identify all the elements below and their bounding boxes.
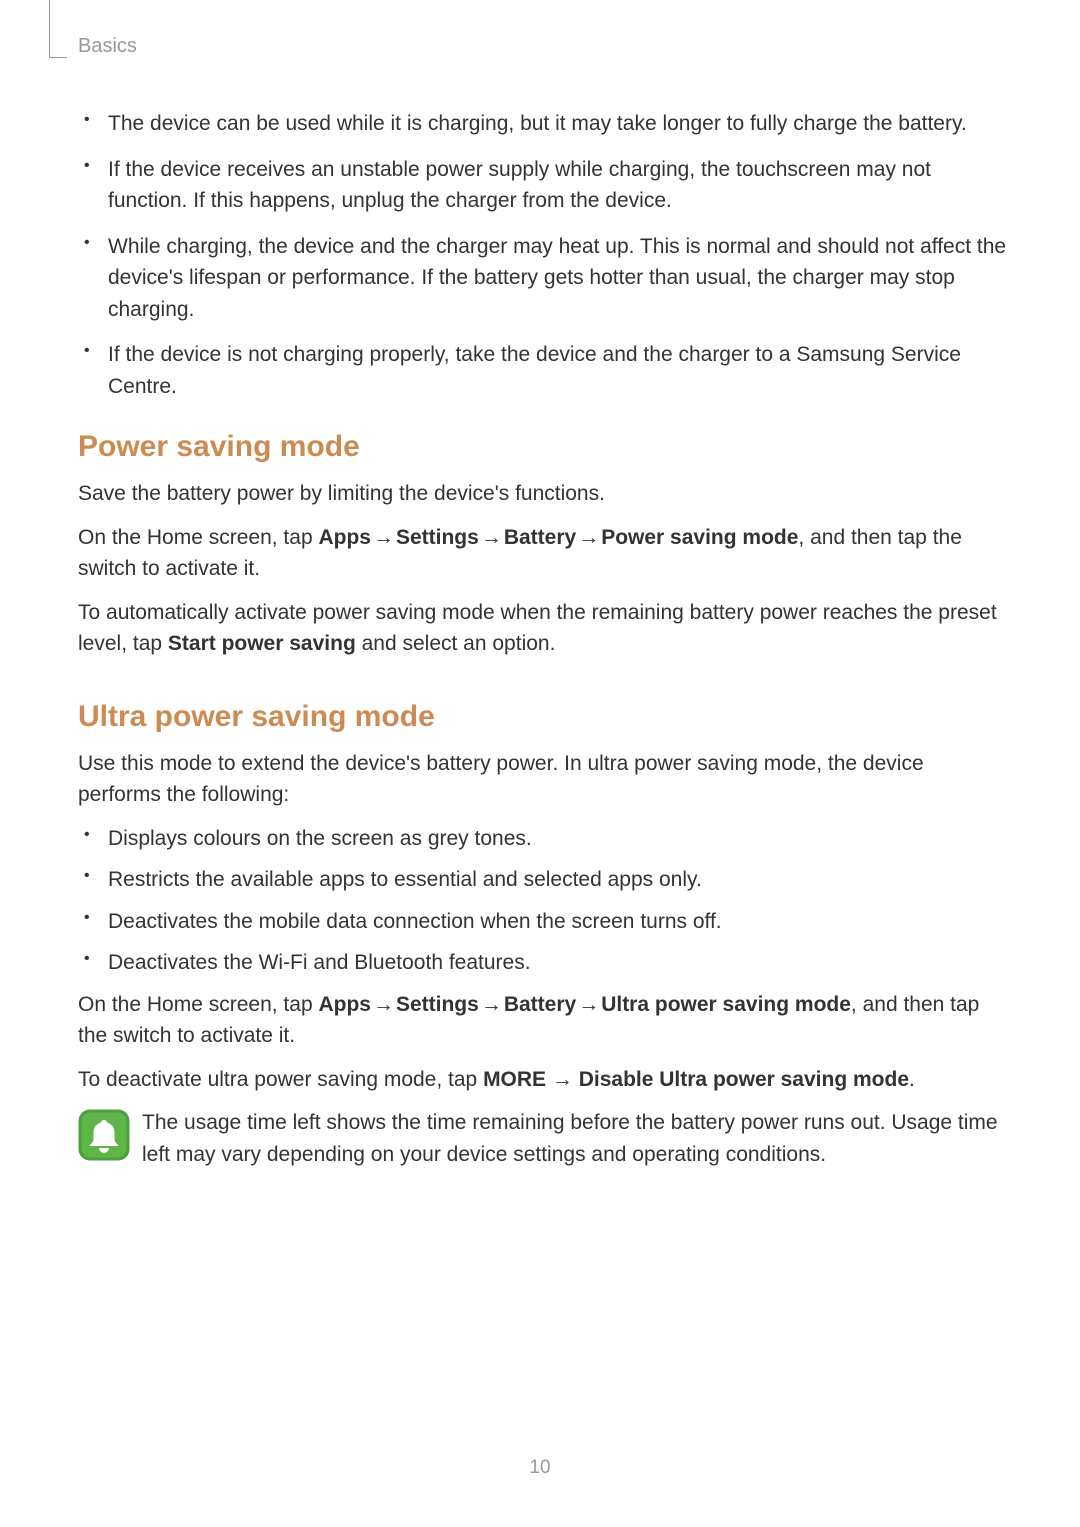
bullet-item: Displays colours on the screen as grey t… [108,823,1008,855]
bullet-item: If the device is not charging properly, … [108,339,1008,402]
arrow-icon: → [371,989,396,1021]
nav-step: Power saving mode [601,526,798,549]
power-saving-intro: Save the battery power by limiting the d… [78,478,1008,510]
ultra-path: On the Home screen, tap Apps→Settings→Ba… [78,989,1008,1052]
text-fragment: To deactivate ultra power saving mode, t… [78,1068,483,1091]
bold-term: Disable Ultra power saving mode [579,1068,909,1091]
charging-bullets: The device can be used while it is charg… [78,108,1008,402]
header-section-label: Basics [78,35,137,58]
text-fragment: and select an option. [356,632,556,655]
nav-step: Battery [504,993,576,1016]
nav-step: Settings [396,526,479,549]
bullet-item: If the device receives an unstable power… [108,154,1008,217]
arrow-icon: → [576,522,601,554]
bullet-item: While charging, the device and the charg… [108,231,1008,326]
nav-step: Battery [504,526,576,549]
nav-step: Apps [318,993,371,1016]
bold-term: MORE [483,1068,546,1091]
note-text: The usage time left shows the time remai… [142,1107,1008,1170]
power-saving-heading: Power saving mode [78,430,1008,464]
note-bell-icon [78,1109,130,1161]
text-fragment: On the Home screen, tap [78,993,318,1016]
bullet-item: Deactivates the Wi-Fi and Bluetooth feat… [108,947,1008,979]
ultra-deactivate: To deactivate ultra power saving mode, t… [78,1064,1008,1096]
bullet-item: Deactivates the mobile data connection w… [108,906,1008,938]
ultra-saving-heading: Ultra power saving mode [78,700,1008,734]
bullet-item: Restricts the available apps to essentia… [108,864,1008,896]
text-fragment: → [546,1068,579,1091]
arrow-icon: → [479,522,504,554]
ultra-bullets: Displays colours on the screen as grey t… [78,823,1008,979]
nav-step: Settings [396,993,479,1016]
page-number: 10 [0,1457,1080,1479]
arrow-icon: → [576,989,601,1021]
nav-step: Apps [318,526,371,549]
ultra-intro: Use this mode to extend the device's bat… [78,748,1008,811]
text-fragment: On the Home screen, tap [78,526,318,549]
bullet-item: The device can be used while it is charg… [108,108,1008,140]
bold-term: Start power saving [168,632,356,655]
page-content: The device can be used while it is charg… [78,108,1008,1170]
note-callout: The usage time left shows the time remai… [78,1107,1008,1170]
nav-step: Ultra power saving mode [601,993,851,1016]
arrow-icon: → [479,989,504,1021]
arrow-icon: → [371,522,396,554]
power-saving-auto: To automatically activate power saving m… [78,597,1008,660]
header-rule-horizontal [49,57,67,58]
power-saving-path: On the Home screen, tap Apps→Settings→Ba… [78,522,1008,585]
text-fragment: . [909,1068,915,1091]
header-rule-vertical [49,0,50,58]
